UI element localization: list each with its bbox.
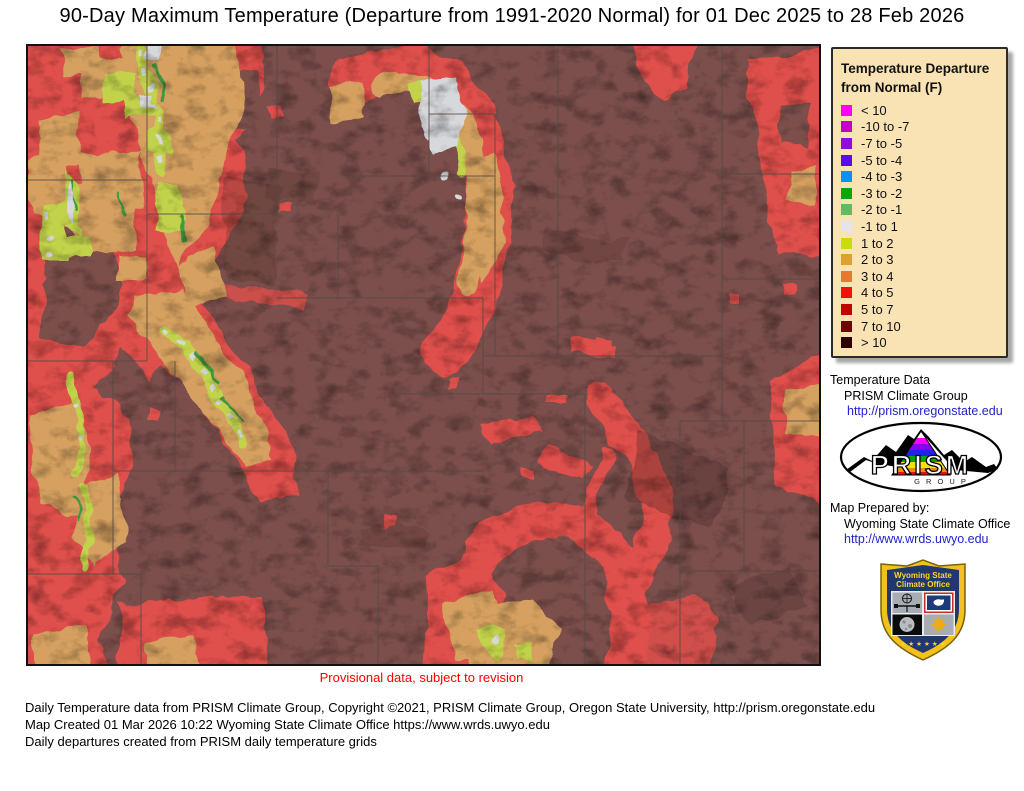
legend-title-line1: Temperature Departure xyxy=(841,61,990,76)
legend-swatch xyxy=(841,154,852,166)
footer-lines: Daily Temperature data from PRISM Climat… xyxy=(25,699,1005,750)
legend-swatch xyxy=(841,137,852,149)
legend-item: -1 to 1 xyxy=(841,218,998,235)
legend-label: 2 to 3 xyxy=(861,252,894,268)
hillshade-highlight-texture xyxy=(28,46,819,664)
legend-label: 4 to 5 xyxy=(861,285,894,301)
sun-tile xyxy=(924,614,954,635)
legend-swatch xyxy=(841,320,852,332)
map-prepared-heading: Map Prepared by: xyxy=(830,501,930,515)
legend-swatch xyxy=(841,237,852,249)
legend-item: -3 to -2 xyxy=(841,185,998,202)
legend-swatch xyxy=(841,187,852,199)
legend-label: -2 to -1 xyxy=(861,202,903,218)
county-boundaries xyxy=(28,46,819,664)
map-prepared-org: Wyoming State Climate Office xyxy=(844,516,1011,531)
prism-logo-text: PRISM xyxy=(871,450,972,480)
legend-swatch xyxy=(841,121,852,133)
prism-link[interactable]: http://prism.oregonstate.edu xyxy=(847,404,1003,418)
legend-item: 5 to 7 xyxy=(841,301,998,318)
shield-stars: ★ ★ ★ ★ ★ ★ xyxy=(900,640,945,648)
legend-swatch xyxy=(841,287,852,299)
legend-swatch xyxy=(841,337,852,349)
wyoming-temperature-map xyxy=(28,46,819,664)
legend-swatch xyxy=(841,254,852,266)
legend-item: < 10 xyxy=(841,102,998,119)
legend-item: > 10 xyxy=(841,334,998,351)
legend-item: -4 to -3 xyxy=(841,168,998,185)
wyoming-climate-office-shield: Wyoming State Climate Office xyxy=(880,559,966,661)
legend-swatch xyxy=(841,204,852,216)
legend-label: -1 to 1 xyxy=(861,218,898,234)
legend-label: 3 to 4 xyxy=(861,268,894,284)
legend-item: 1 to 2 xyxy=(841,235,998,252)
legend-label: 7 to 10 xyxy=(861,318,901,334)
legend-label: < 10 xyxy=(861,102,887,118)
legend-swatch xyxy=(841,171,852,183)
legend-item: -5 to -4 xyxy=(841,152,998,169)
legend-title: Temperature Departure from Normal (F) xyxy=(841,59,998,97)
shield-title-line2: Climate Office xyxy=(896,580,950,589)
legend-label: -3 to -2 xyxy=(861,185,903,201)
prism-mountains xyxy=(846,429,998,473)
footer-line: Daily Temperature data from PRISM Climat… xyxy=(25,700,876,715)
wyoming-map-frame xyxy=(26,44,821,666)
legend-swatch xyxy=(841,270,852,282)
legend-title-line2: from Normal (F) xyxy=(841,80,943,95)
prism-group-logo: PRISM G R O U P xyxy=(839,421,1003,493)
legend-label: -7 to -5 xyxy=(861,135,903,151)
legend-swatch xyxy=(841,303,852,315)
shield-title-line1: Wyoming State xyxy=(894,571,952,580)
temperature-data-heading: Temperature Data xyxy=(830,373,931,387)
legend-item: -2 to -1 xyxy=(841,202,998,219)
legend-swatch xyxy=(841,220,852,232)
moon-tile xyxy=(892,614,922,635)
legend-item: -10 to -7 xyxy=(841,119,998,136)
legend-panel: Temperature Departure from Normal (F) < … xyxy=(831,47,1008,358)
legend-label: 5 to 7 xyxy=(861,301,894,317)
prism-rainbow-triangle xyxy=(892,431,950,475)
map-title: 90-Day Maximum Temperature (Departure fr… xyxy=(59,5,965,27)
legend-label: -4 to -3 xyxy=(861,169,903,185)
legend-label: > 10 xyxy=(861,335,887,351)
legend-swatch xyxy=(841,104,852,116)
legend-item: 3 to 4 xyxy=(841,268,998,285)
footer-line: Daily departures created from PRISM dail… xyxy=(25,734,377,749)
temperature-data-source: PRISM Climate Group xyxy=(844,388,968,403)
legend-item: 7 to 10 xyxy=(841,318,998,335)
legend-label: -10 to -7 xyxy=(861,119,910,135)
weather-vane-tile xyxy=(892,592,922,613)
legend-items: < 10 -10 to -7 -7 to -5 -5 to -4 -4 to -3 -3 … xyxy=(841,102,998,351)
provisional-note: Provisional data, subject to revision xyxy=(319,670,524,685)
footer-line: Map Created 01 Mar 2026 10:22 Wyoming St… xyxy=(25,717,550,732)
temperature-data-block: Temperature Data PRISM Climate Group htt… xyxy=(830,373,1003,420)
wrds-link[interactable]: http://www.wrds.uwyo.edu xyxy=(844,532,989,546)
legend-item: 2 to 3 xyxy=(841,251,998,268)
prism-logo-subtext: G R O U P xyxy=(914,477,968,486)
legend-item: -7 to -5 xyxy=(841,135,998,152)
legend-label: -5 to -4 xyxy=(861,152,903,168)
map-prepared-block: Map Prepared by: Wyoming State Climate O… xyxy=(830,501,1010,548)
wyoming-flag-tile xyxy=(924,592,954,613)
legend-label: 1 to 2 xyxy=(861,235,894,251)
legend-item: 4 to 5 xyxy=(841,285,998,302)
